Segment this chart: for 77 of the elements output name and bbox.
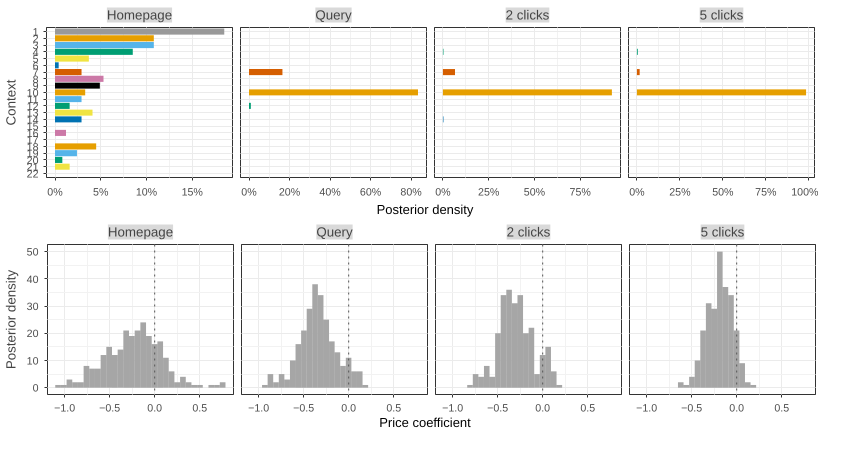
bar: [442, 69, 456, 76]
x-tick-label: 0%: [241, 186, 258, 198]
bar: [55, 42, 154, 48]
bar: [55, 28, 224, 35]
y-tick-label: 0: [32, 382, 39, 395]
x-tick-label: 100%: [791, 186, 820, 198]
x-tick-label: 25%: [669, 186, 692, 198]
x-tick-label: −0.5: [487, 402, 508, 414]
chart-title: Homepage: [106, 8, 172, 22]
chart-title: Query: [316, 224, 353, 240]
x-tick-label: 50%: [524, 186, 546, 198]
x-tick-label: 20%: [278, 186, 301, 198]
x-tick-label: 15%: [182, 186, 204, 198]
x-tick-label: −1.0: [636, 402, 658, 414]
y-tick-label: 20: [26, 328, 39, 340]
bar: [636, 69, 640, 76]
x-tick-label: 75%: [755, 186, 778, 198]
x-axis-title: Posterior density: [376, 201, 474, 219]
y-tick-label: 10: [26, 355, 39, 368]
x-tick-label: 80%: [400, 186, 422, 198]
x-tick-label: 0.5: [580, 402, 596, 414]
x-tick-label: −0.5: [681, 402, 702, 414]
x-tick-label: −0.5: [293, 402, 314, 414]
bar: [55, 62, 59, 68]
x-axis-title: Price coefficient: [379, 414, 471, 432]
bar: [55, 35, 154, 42]
chart-title: 2 clicks: [506, 8, 550, 22]
y-tick-label: 40: [26, 274, 39, 286]
bar: [55, 143, 96, 150]
x-tick-label: −1.0: [442, 402, 464, 414]
x-tick-label: 0.5: [192, 402, 208, 414]
bar: [55, 69, 82, 76]
x-tick-label: 0.0: [535, 402, 550, 414]
chart-title: 5 clicks: [700, 8, 744, 22]
x-tick-label: 0.0: [147, 402, 162, 414]
y-axis-title: Posterior density: [4, 270, 19, 370]
x-tick-label: 0.0: [729, 402, 744, 414]
x-tick-label: 40%: [319, 186, 342, 198]
x-tick-label: 0.0: [341, 402, 356, 414]
x-tick-label: 0.5: [386, 402, 402, 414]
bar: [249, 69, 282, 76]
y-tick-label: 30: [26, 301, 39, 314]
bar: [55, 164, 70, 170]
x-tick-label: 0%: [47, 186, 64, 198]
x-tick-label: 25%: [478, 186, 500, 198]
bar: [55, 76, 104, 82]
x-tick-label: −0.5: [99, 402, 120, 414]
x-tick-label: 0%: [435, 186, 452, 198]
chart-title: Query: [315, 8, 352, 22]
x-tick-label: −1.0: [248, 402, 270, 414]
bar: [249, 89, 418, 96]
chart-title: 5 clicks: [700, 224, 745, 240]
bar: [55, 116, 82, 122]
x-tick-label: 50%: [712, 186, 734, 198]
bar: [636, 89, 806, 96]
bar: [55, 130, 66, 136]
x-tick-label: 10%: [136, 186, 158, 198]
x-tick-label: 0%: [629, 186, 646, 198]
chart-title: 2 clicks: [506, 224, 551, 240]
bar: [55, 102, 70, 109]
y-axis-title: Context: [4, 79, 19, 126]
x-tick-label: 75%: [570, 186, 592, 198]
bar: [55, 82, 100, 89]
bar: [55, 89, 86, 96]
bar: [55, 156, 62, 163]
bar: [55, 56, 89, 62]
x-tick-label: 5%: [93, 186, 109, 198]
bar: [55, 48, 133, 55]
x-tick-label: −1.0: [54, 402, 76, 414]
bar: [442, 89, 612, 96]
chart-title: Homepage: [108, 224, 174, 240]
x-tick-label: 0.5: [774, 402, 790, 414]
x-tick-label: 60%: [360, 186, 382, 198]
bar: [55, 110, 93, 116]
bar: [55, 150, 77, 156]
y-tick-label: 50: [26, 246, 39, 259]
bar: [55, 96, 82, 102]
